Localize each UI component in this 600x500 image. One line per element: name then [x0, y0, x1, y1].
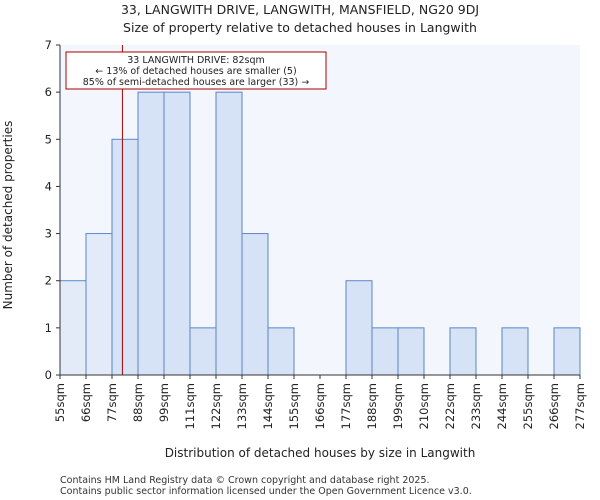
x-tick-label: 99sqm: [157, 383, 171, 422]
bar-144sqm: [267, 327, 295, 376]
bar-77sqm: [111, 138, 139, 376]
x-tick-label: 88sqm: [131, 383, 145, 422]
x-tick-label: 166sqm: [313, 383, 327, 429]
y-tick-label: 6: [45, 85, 52, 99]
x-tick-label: 122sqm: [209, 383, 223, 429]
x-tick-label: 233sqm: [469, 383, 483, 429]
bar-88sqm: [137, 91, 165, 376]
x-tick-label: 199sqm: [391, 383, 405, 429]
x-tick-label: 188sqm: [365, 383, 379, 429]
y-axis-label: Number of detached properties: [1, 121, 15, 310]
x-tick-label: 210sqm: [417, 383, 431, 429]
bar-111sqm: [189, 327, 217, 376]
chart-title: 33, LANGWITH DRIVE, LANGWITH, MANSFIELD,…: [121, 2, 479, 17]
annotation-border: [65, 51, 327, 90]
annotation-line-1: 33 LANGWITH DRIVE: 82sqm: [127, 55, 265, 66]
bar-188sqm: [371, 327, 399, 376]
bar-199sqm: [397, 327, 425, 376]
footer-line-1: Contains HM Land Registry data © Crown c…: [60, 475, 430, 486]
x-tick-label: 222sqm: [443, 383, 457, 429]
x-tick-label: 55sqm: [53, 383, 67, 422]
chart-subtitle: Size of property relative to detached ho…: [123, 20, 477, 35]
y-tick-label: 0: [45, 368, 52, 382]
x-tick-label: 255sqm: [521, 383, 535, 429]
x-tick-label: 133sqm: [235, 383, 249, 429]
x-tick-label: 155sqm: [287, 383, 301, 429]
bar-55sqm: [59, 280, 87, 376]
annotation-line-2: ← 13% of detached houses are smaller (5): [95, 66, 296, 77]
bar-133sqm: [241, 233, 269, 376]
x-axis-ticks: 55sqm 66sqm 77sqm 88sqm 99sqm 111sqm 122sqm 133…: [53, 375, 587, 429]
annotation-line-3: 85% of semi-detached houses are larger (…: [83, 77, 310, 88]
y-tick-label: 7: [45, 38, 52, 52]
annotation-box: 33 LANGWITH DRIVE: 82sqm ← 13% of detach…: [65, 51, 327, 90]
y-tick-label: 3: [45, 227, 52, 241]
x-axis-label: Distribution of detached houses by size …: [165, 446, 476, 460]
bar-222sqm: [449, 327, 477, 376]
y-tick-label: 2: [45, 274, 52, 288]
y-tick-label: 1: [45, 321, 52, 335]
bar-122sqm: [215, 91, 243, 376]
y-axis-ticks: 0 1 2 3 4 5 6 7: [45, 38, 60, 382]
bar-177sqm: [345, 280, 373, 376]
x-tick-label: 177sqm: [339, 383, 353, 429]
bar-66sqm: [85, 233, 113, 376]
x-tick-label: 277sqm: [573, 383, 587, 429]
x-tick-label: 266sqm: [547, 383, 561, 429]
y-tick-label: 5: [45, 132, 52, 146]
x-tick-label: 77sqm: [105, 383, 119, 422]
x-tick-label: 111sqm: [183, 383, 197, 429]
x-tick-label: 144sqm: [261, 383, 275, 429]
x-tick-label: 244sqm: [495, 383, 509, 429]
bar-266sqm: [553, 327, 581, 376]
bars-group: [59, 91, 581, 376]
x-tick-label: 66sqm: [79, 383, 93, 422]
y-tick-label: 4: [45, 179, 52, 193]
bar-99sqm: [163, 91, 191, 376]
bar-244sqm: [501, 327, 529, 376]
footer-line-2: Contains public sector information licen…: [60, 486, 472, 497]
